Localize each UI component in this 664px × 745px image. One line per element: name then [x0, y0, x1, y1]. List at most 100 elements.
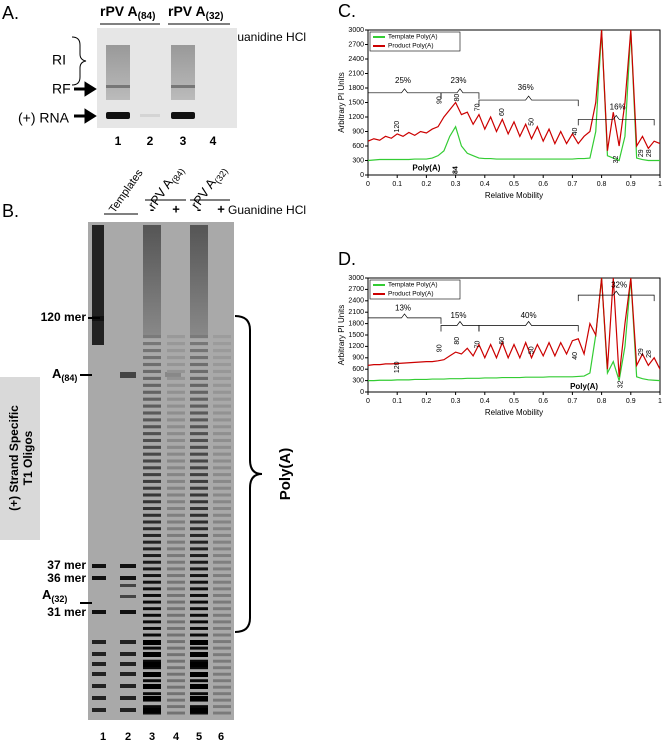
annotation: 120 [394, 361, 401, 373]
gel-band [143, 479, 161, 483]
gel-band [143, 600, 161, 604]
y-tick-label: 2400 [348, 56, 364, 63]
gel-band [190, 711, 208, 715]
annotation: 23% [451, 76, 467, 85]
gel-band [167, 685, 185, 689]
x-tick-label: 0.2 [422, 181, 432, 188]
band-label: (+) RNA [18, 110, 70, 126]
gel-band [167, 620, 185, 624]
bracket [440, 88, 480, 99]
gel-band [190, 640, 208, 645]
gel-band [213, 527, 231, 531]
gel-band [143, 397, 161, 401]
gel-band [213, 672, 231, 676]
gel-band [92, 684, 106, 688]
gel-band [190, 473, 208, 477]
gel-band [143, 418, 161, 422]
gel-band [213, 445, 231, 449]
bracket [478, 320, 579, 332]
gel-band [190, 580, 208, 584]
lane-number: 4 [210, 134, 217, 148]
side-box-text: T1 Oligos [21, 430, 35, 485]
gel-band [190, 696, 208, 701]
gel-band [213, 411, 231, 415]
gel-band [143, 507, 161, 511]
gel-band [167, 554, 185, 558]
x-tick-label: 0.3 [451, 398, 461, 405]
gel-band [143, 633, 161, 637]
treatment-label: Guanidine HCl [228, 30, 306, 44]
gel-band [190, 348, 208, 353]
gel-band [120, 662, 136, 666]
annotation: 29 [638, 348, 645, 356]
y-tick-label: 300 [352, 157, 364, 164]
y-tick-label: 600 [352, 366, 364, 373]
gel-band [190, 390, 208, 394]
band-label: RF [52, 81, 71, 97]
x-tick-label: 0 [366, 398, 370, 405]
gel-band [190, 369, 208, 374]
gel-band [120, 584, 136, 587]
gel-band [213, 653, 231, 657]
gel-band [143, 652, 161, 657]
treatment: - [150, 201, 154, 216]
gel-band [190, 355, 208, 360]
gel-band [190, 466, 208, 470]
gel-band [190, 486, 208, 490]
y-tick-label: 2700 [348, 41, 364, 48]
marker-label: 120 mer [41, 310, 87, 324]
gel-band [143, 646, 161, 650]
x-tick-label: 0.3 [451, 181, 461, 188]
gel-band [213, 342, 231, 346]
gel-band [213, 574, 231, 578]
gel-band [143, 527, 161, 531]
marker-label: A(32) [42, 587, 67, 604]
gel-band [167, 362, 185, 367]
bracket [577, 290, 655, 302]
gel-band [213, 533, 231, 537]
gel-band [167, 520, 185, 524]
treatment: - [197, 201, 201, 216]
bracket [478, 95, 579, 107]
gel-band [167, 479, 185, 483]
gel-band [167, 705, 185, 709]
gel-band [190, 383, 208, 387]
gel-band [190, 646, 208, 650]
gel-band [143, 404, 161, 408]
gel-band [167, 355, 185, 360]
gel-band [213, 607, 231, 611]
gel-band [213, 640, 231, 644]
arrow [74, 108, 97, 124]
gel-band [143, 376, 161, 380]
gel-band [213, 711, 231, 715]
gel-band [167, 593, 185, 597]
gel-band [92, 662, 106, 666]
gel-band [213, 479, 231, 483]
gel-band [120, 564, 136, 568]
gel-band [167, 698, 185, 702]
series-line [368, 278, 660, 377]
gel-band [165, 372, 181, 377]
gel-band [213, 390, 231, 394]
gel-band [213, 466, 231, 470]
lane-number: 3 [180, 134, 187, 148]
lane-number: 4 [173, 731, 180, 743]
series-line [368, 30, 660, 151]
gel-band [167, 653, 185, 657]
gel-band [167, 527, 185, 531]
gel-band [167, 672, 185, 676]
gel-band [213, 459, 231, 463]
lane-header: rPV A(32) [168, 3, 223, 22]
band-label: RI [52, 52, 66, 68]
marker-label: 37 mer [47, 558, 86, 572]
gel-band [92, 640, 106, 644]
gel-smear [143, 225, 161, 335]
annotation: 40 [572, 352, 579, 360]
x-tick-label: 0.9 [626, 398, 636, 405]
y-tick-label: 1500 [348, 332, 364, 339]
gel-band [167, 587, 185, 591]
gel-band [213, 383, 231, 387]
gel-band [190, 705, 208, 709]
gel-band [190, 520, 208, 524]
